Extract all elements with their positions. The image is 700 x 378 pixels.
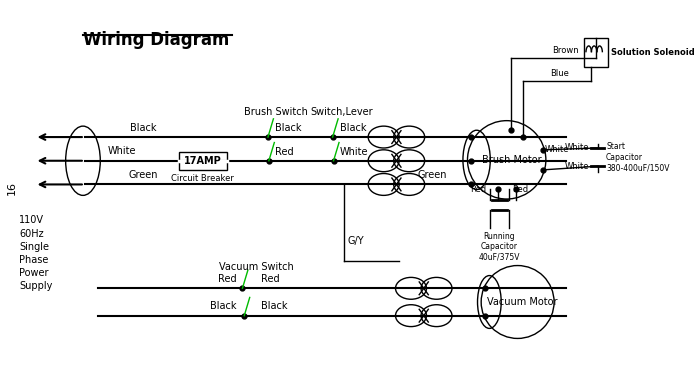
Text: 16: 16: [7, 181, 17, 195]
Text: Vacuum Switch: Vacuum Switch: [218, 262, 293, 272]
Text: Brush Switch: Brush Switch: [244, 107, 308, 117]
Text: Green: Green: [129, 170, 158, 180]
Text: 110V
60Hz
Single
Phase
Power
Supply: 110V 60Hz Single Phase Power Supply: [19, 215, 52, 291]
Text: Red: Red: [275, 147, 294, 157]
Text: Black: Black: [275, 123, 302, 133]
Text: Red: Red: [470, 184, 486, 194]
Text: Black: Black: [260, 301, 287, 311]
Text: Brown: Brown: [552, 46, 579, 55]
Text: Solution Solenoid: Solution Solenoid: [610, 48, 694, 57]
Text: White: White: [340, 147, 368, 157]
Text: Wiring Diagram: Wiring Diagram: [83, 31, 229, 50]
Text: White: White: [565, 162, 589, 171]
Text: Green: Green: [417, 170, 447, 180]
Text: Red: Red: [260, 274, 279, 284]
Bar: [178, 152, 227, 170]
Text: Circuit Breaker: Circuit Breaker: [172, 174, 234, 183]
Text: Brush Motor: Brush Motor: [482, 155, 542, 165]
Text: Black: Black: [130, 122, 157, 133]
Text: Red: Red: [218, 274, 237, 284]
Text: White: White: [565, 144, 589, 152]
Text: Black: Black: [340, 123, 366, 133]
Text: Red: Red: [512, 184, 528, 194]
Text: White: White: [108, 146, 136, 156]
Text: Vacuum Motor: Vacuum Motor: [487, 297, 557, 307]
Text: Switch,Lever: Switch,Lever: [310, 107, 373, 117]
Bar: [584, 38, 608, 67]
Text: 17AMP: 17AMP: [184, 156, 222, 166]
Text: White: White: [545, 145, 570, 154]
Text: Blue: Blue: [550, 69, 569, 78]
Text: Black: Black: [211, 301, 237, 311]
Text: G/Y: G/Y: [347, 236, 364, 246]
Text: Start
Capacitor
380-400uF/150V: Start Capacitor 380-400uF/150V: [606, 142, 669, 172]
Text: Running
Capacitor
40uF/375V: Running Capacitor 40uF/375V: [479, 232, 520, 262]
